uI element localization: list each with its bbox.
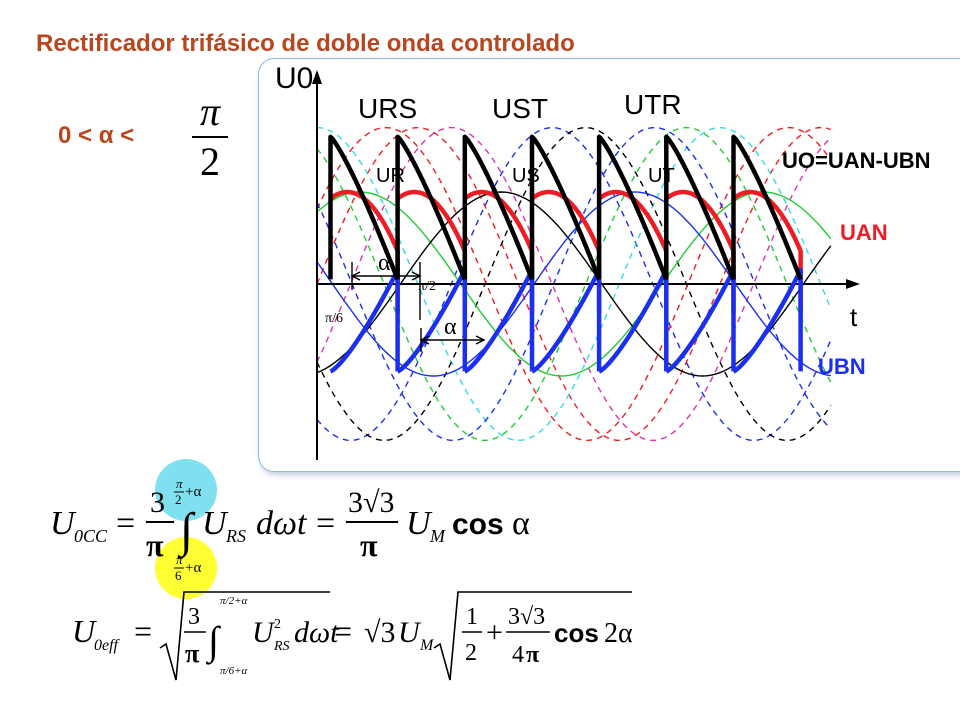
svg-text:3: 3	[188, 604, 200, 630]
waveform-panel	[258, 58, 960, 472]
svg-text:+α: +α	[185, 484, 201, 500]
pi-half-label: π/2	[418, 279, 436, 294]
phase-label-tr: UTR	[624, 89, 682, 120]
equation-u0eff: U 0eff = 3 π π/2+α π/6+α ∫ U 2 RS dωt = …	[72, 588, 633, 688]
svg-text:3√3: 3√3	[508, 604, 545, 630]
svg-text:2: 2	[465, 640, 477, 666]
svg-text:∫: ∫	[177, 504, 196, 559]
svg-text:π: π	[176, 476, 183, 491]
svg-text:π: π	[146, 527, 164, 563]
slide-title: Rectificador trifásico de doble onda con…	[36, 30, 575, 57]
svg-text:M: M	[419, 637, 435, 654]
fraction-bar	[192, 136, 228, 138]
inner-label-r: UR	[376, 165, 405, 187]
svg-text:4: 4	[512, 642, 524, 668]
alpha-label-upper: α	[378, 250, 391, 276]
svg-text:π: π	[360, 527, 378, 563]
svg-text:π/2+α: π/2+α	[220, 595, 247, 607]
svg-text:3√3: 3√3	[348, 486, 394, 519]
phase-curve-4	[316, 126, 832, 442]
svg-text:=: =	[316, 505, 335, 542]
svg-text:+α: +α	[185, 560, 201, 576]
svg-text:=: =	[134, 613, 152, 649]
ubn-waveform	[328, 267, 803, 374]
lower-limit-highlight	[155, 537, 217, 599]
svg-text:π: π	[185, 639, 199, 668]
pi-over-2-fraction: π 2	[192, 92, 228, 182]
phase-curve-3	[316, 126, 832, 441]
svg-text:U: U	[50, 505, 77, 542]
pi-sixth-label: π/6	[325, 311, 343, 326]
svg-text:2: 2	[175, 492, 182, 507]
svg-text:α: α	[512, 505, 530, 542]
svg-text:+: +	[486, 616, 503, 649]
svg-text:=: =	[116, 505, 135, 542]
svg-text:2: 2	[274, 617, 281, 632]
inner-label-t: UT	[648, 165, 675, 187]
thin-phase-black	[316, 191, 832, 377]
phase-curve-0	[316, 126, 832, 441]
alpha-label-lower: α	[444, 314, 457, 340]
svg-text:3: 3	[150, 486, 165, 519]
svg-text:∫: ∫	[205, 618, 222, 665]
svg-text:6: 6	[175, 568, 182, 583]
fraction-numerator: π	[199, 89, 221, 134]
svg-text:√3: √3	[364, 616, 395, 649]
svg-text:cos: cos	[452, 508, 504, 541]
x-axis-label: t	[850, 302, 858, 332]
svg-text:dωt: dωt	[256, 505, 308, 542]
uo-output-waveform	[328, 134, 803, 281]
svg-text:U: U	[252, 616, 276, 649]
alpha-dimension-upper	[350, 262, 422, 320]
svg-text:1: 1	[466, 604, 478, 630]
svg-text:cos: cos	[554, 618, 599, 648]
svg-text:π/6+α: π/6+α	[220, 665, 247, 677]
x-axis-arrow	[846, 279, 860, 289]
svg-text:π: π	[176, 552, 183, 567]
phase-label-rs: URS	[358, 93, 417, 124]
svg-text:U: U	[406, 505, 433, 542]
svg-text:0CC: 0CC	[74, 526, 108, 546]
phase-curve-1	[316, 126, 832, 442]
svg-text:U: U	[202, 505, 229, 542]
inner-label-s: US	[512, 165, 540, 187]
phase-curve-2	[316, 126, 832, 442]
rectified-waveforms	[328, 134, 803, 374]
phase-curve-7	[316, 126, 832, 442]
svg-text:U: U	[398, 616, 422, 649]
svg-text:M: M	[429, 526, 446, 546]
upper-limit-highlight	[155, 459, 217, 521]
svg-text:=: =	[334, 613, 352, 649]
svg-text:0eff: 0eff	[94, 637, 121, 654]
equation-u0cc: U 0CC = 3 π π 2 +α π 6 +α ∫ U RS dωt = 3…	[50, 462, 570, 592]
uan-label: UAN	[840, 220, 888, 245]
svg-text:RS: RS	[225, 526, 246, 546]
svg-text:π: π	[526, 642, 539, 668]
y-axis-arrow	[312, 70, 322, 84]
ubn-label: UBN	[818, 354, 866, 379]
svg-text:U: U	[72, 613, 97, 649]
alpha-dimension-lower	[419, 328, 486, 352]
y-axis-label: U0	[275, 62, 313, 95]
thin-phase-green	[316, 191, 832, 377]
svg-text:RS: RS	[273, 639, 290, 654]
equation-u0cc-render: U 0CC = 3 π π 2 +α π 6 +α ∫ U RS dωt = 3…	[50, 476, 530, 583]
phase-label-st: UST	[492, 93, 548, 124]
svg-text:dωt: dωt	[294, 616, 339, 649]
fraction-denominator: 2	[200, 139, 220, 184]
alpha-condition: 0 < α <	[58, 122, 135, 149]
equation-u0eff-render: U 0eff = 3 π π/2+α π/6+α ∫ U 2 RS dωt = …	[72, 591, 633, 681]
uo-label: UO=UAN-UBN	[782, 148, 931, 173]
svg-text:2α: 2α	[604, 618, 632, 649]
